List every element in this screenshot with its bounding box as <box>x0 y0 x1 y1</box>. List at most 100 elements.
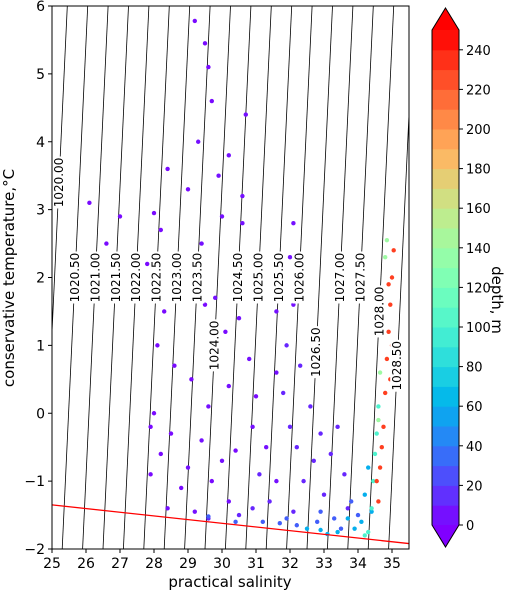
ts-point <box>381 424 386 430</box>
ts-point <box>233 519 238 525</box>
isopycnal-line <box>306 6 333 549</box>
ts-point <box>298 363 303 368</box>
colorbar-bin <box>432 30 459 51</box>
contour-label-bg <box>67 251 82 304</box>
colorbar-bin <box>432 445 459 467</box>
ts-point <box>284 343 289 348</box>
colorbar-tick-label: 120 <box>466 281 491 296</box>
ts-point <box>179 485 184 491</box>
ts-point <box>383 390 388 396</box>
ts-point <box>264 444 269 450</box>
ts-point <box>281 390 286 396</box>
ts-point <box>318 527 323 533</box>
ts-point <box>345 506 350 511</box>
ts-point <box>192 18 197 24</box>
ts-point <box>216 173 221 178</box>
contour-label: 1020.50 <box>68 253 82 303</box>
x-tick-label: 30 <box>213 556 231 572</box>
contour-label: 1026.00 <box>292 253 306 303</box>
colorbar-tick-label: 240 <box>466 44 491 59</box>
contour-label: 1021.50 <box>109 253 123 303</box>
contour-label-bg <box>390 339 405 392</box>
ts-point <box>202 41 208 46</box>
x-axis-label: practical salinity <box>168 573 291 591</box>
ts-point <box>369 509 374 514</box>
ts-point <box>226 499 231 504</box>
ts-point <box>342 472 347 477</box>
ts-point <box>87 200 92 206</box>
x-axis-ticks: 25 26 27 28 29 30 31 32 33 34 35 <box>43 549 401 572</box>
ts-point <box>308 404 313 409</box>
x-tick-label: 26 <box>77 556 95 572</box>
ts-point <box>376 404 381 409</box>
ts-point <box>168 431 174 436</box>
ts-point <box>165 506 170 511</box>
colorbar-bin <box>432 406 459 427</box>
isopycnal-line <box>367 6 395 549</box>
ts-point <box>253 394 259 399</box>
ts-point <box>376 499 381 504</box>
ts-point <box>199 438 204 443</box>
ts-point <box>151 411 157 416</box>
contour-label-bg <box>149 251 164 304</box>
ts-point <box>291 221 296 226</box>
colorbar-tick-label: 220 <box>466 83 491 98</box>
colorbar-extend-min <box>432 525 459 547</box>
colorbar-bin <box>432 109 459 130</box>
colorbar-bin <box>432 307 459 328</box>
ts-point <box>206 64 211 70</box>
x-tick-label: 32 <box>281 556 299 572</box>
ts-point <box>209 98 214 104</box>
ts-point <box>376 417 381 423</box>
contour-label: 1024.00 <box>208 321 222 371</box>
contour-label-bg <box>271 251 286 304</box>
ts-point <box>372 451 378 457</box>
ts-point <box>223 329 228 334</box>
colorbar: 0 20 40 60 80 100 120 140 160 180 200 220 240 <box>431 7 491 548</box>
ts-point <box>352 526 357 531</box>
ts-point <box>158 451 163 457</box>
contour-label-bg <box>231 251 246 304</box>
contour-label: 1025.00 <box>252 253 266 303</box>
freezing-point-line <box>52 504 409 545</box>
contour-label: 1022.00 <box>129 253 143 303</box>
y-tick-label: 3 <box>36 203 45 219</box>
colorbar-tick-label: 20 <box>466 479 483 494</box>
ts-point <box>148 472 153 477</box>
ts-point <box>389 275 395 280</box>
ts-point <box>274 478 279 484</box>
colorbar-bin <box>432 69 459 90</box>
ts-point <box>311 458 316 463</box>
colorbar-bin <box>432 228 459 249</box>
colorbar-bin <box>432 188 459 209</box>
ts-point <box>388 302 393 307</box>
ts-point <box>189 377 194 382</box>
isopycnal-line <box>204 6 231 549</box>
contour-label: 1023.00 <box>170 253 184 303</box>
colorbar-bin <box>432 426 459 447</box>
ts-point <box>377 370 383 375</box>
ts-point <box>213 295 218 301</box>
ts-point <box>236 316 242 321</box>
ts-point <box>321 492 327 497</box>
isopycnal-line <box>52 6 68 341</box>
ts-point <box>335 424 340 430</box>
contour-label: 1020.00 <box>52 158 66 208</box>
colorbar-bin <box>432 129 459 150</box>
ts-point <box>185 465 191 470</box>
x-tick-label: 29 <box>179 556 197 572</box>
colorbar-bin <box>432 287 459 308</box>
colorbar-tick-label: 160 <box>466 202 491 217</box>
y-tick-label: 1 <box>36 338 45 354</box>
ts-point <box>148 424 153 430</box>
colorbar-extend-max <box>432 8 459 30</box>
ts-point <box>384 356 390 362</box>
ts-point <box>117 214 123 219</box>
y-tick-label: −2 <box>24 542 45 558</box>
colorbar-bin <box>432 168 459 189</box>
x-tick-label: 31 <box>247 556 265 572</box>
ts-point <box>202 302 208 307</box>
contour-label-bg <box>372 285 387 338</box>
ts-point <box>291 509 296 514</box>
colorbar-bin <box>432 346 459 368</box>
